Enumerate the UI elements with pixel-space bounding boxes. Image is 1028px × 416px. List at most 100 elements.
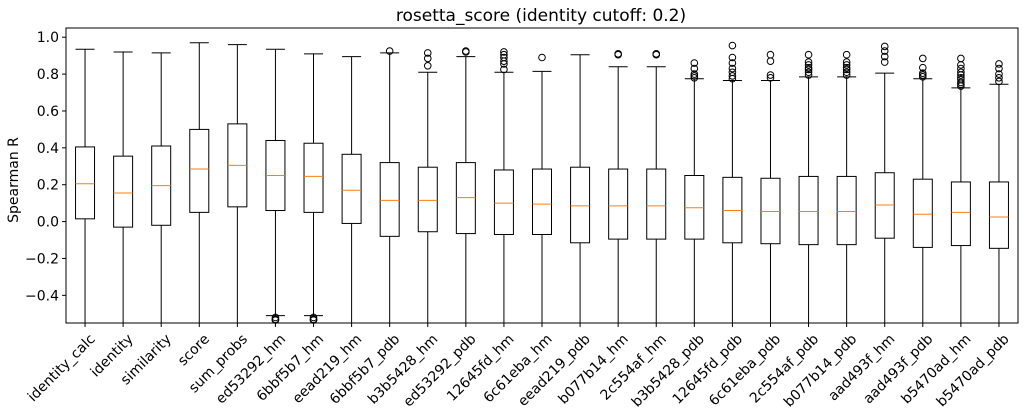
box-11 bbox=[493, 48, 514, 323]
chart-title: rosetta_score (identity cutoff: 0.2) bbox=[396, 6, 686, 26]
y-tick-label: 0.0 bbox=[37, 215, 59, 231]
outlier-point bbox=[728, 41, 737, 50]
outlier-point bbox=[957, 64, 965, 73]
box-14 bbox=[608, 50, 629, 323]
outlier-point bbox=[919, 54, 927, 63]
outlier-point bbox=[385, 47, 394, 55]
outlier-point bbox=[995, 64, 1003, 73]
outlier-point bbox=[804, 58, 813, 66]
outlier-point bbox=[842, 58, 851, 66]
outlier-point bbox=[880, 42, 889, 51]
outlier-point bbox=[880, 52, 889, 61]
box-iqr bbox=[912, 178, 933, 248]
outlier-point bbox=[423, 61, 432, 70]
outlier-point bbox=[804, 63, 813, 72]
box-iqr bbox=[341, 153, 362, 224]
box-2 bbox=[151, 52, 172, 323]
outlier-point bbox=[462, 47, 470, 55]
outlier-point bbox=[919, 69, 927, 77]
outlier-point bbox=[766, 57, 775, 65]
box-15 bbox=[646, 50, 667, 323]
y-tick-label: −0.2 bbox=[25, 251, 59, 267]
box-iqr bbox=[988, 181, 1009, 249]
box-iqr bbox=[493, 169, 514, 235]
outlier-point bbox=[728, 72, 737, 80]
outlier-point bbox=[804, 61, 813, 69]
outlier-point bbox=[804, 71, 813, 79]
outlier-point bbox=[766, 50, 775, 59]
outlier-point bbox=[842, 50, 851, 59]
box-20 bbox=[836, 50, 857, 323]
outlier-point bbox=[842, 68, 851, 77]
outlier-point bbox=[652, 50, 661, 58]
box-iqr bbox=[646, 168, 667, 240]
box-3 bbox=[189, 42, 210, 323]
box-21 bbox=[874, 42, 895, 323]
outlier-point bbox=[728, 59, 737, 67]
box-iqr bbox=[836, 175, 857, 246]
outlier-point bbox=[728, 64, 737, 73]
outlier-point bbox=[500, 48, 508, 56]
box-16 bbox=[684, 59, 705, 323]
outlier-point bbox=[804, 50, 813, 59]
box-iqr bbox=[417, 166, 438, 233]
outlier-point bbox=[500, 53, 508, 62]
outlier-point bbox=[804, 68, 813, 77]
box-iqr bbox=[189, 128, 210, 213]
box-5 bbox=[265, 48, 286, 324]
outlier-point bbox=[500, 65, 508, 74]
box-iqr bbox=[570, 166, 591, 244]
outlier-point bbox=[423, 49, 432, 57]
outlier-point bbox=[538, 53, 546, 62]
box-8 bbox=[379, 47, 400, 323]
plot-area bbox=[75, 41, 1009, 324]
box-iqr bbox=[950, 181, 971, 247]
box-iqr bbox=[532, 168, 552, 235]
y-tick-label: 0.2 bbox=[37, 178, 59, 194]
box-iqr bbox=[798, 175, 819, 246]
box-iqr bbox=[608, 168, 629, 240]
outlier-point bbox=[690, 59, 699, 67]
box-4 bbox=[227, 44, 248, 323]
box-0 bbox=[75, 48, 96, 323]
outlier-point bbox=[690, 64, 699, 73]
box-12 bbox=[532, 53, 552, 323]
outlier-point bbox=[995, 77, 1003, 86]
outlier-point bbox=[957, 78, 965, 87]
outlier-point bbox=[919, 63, 927, 72]
box-iqr bbox=[75, 146, 96, 220]
outlier-point bbox=[995, 60, 1003, 68]
outlier-point bbox=[728, 68, 737, 77]
outlier-point bbox=[880, 47, 889, 55]
box-18 bbox=[760, 50, 781, 323]
box-23 bbox=[950, 54, 971, 323]
y-tick-label: 0.4 bbox=[37, 141, 59, 157]
y-tick-label: 0.8 bbox=[37, 67, 59, 83]
outlier-point bbox=[880, 58, 889, 66]
box-22 bbox=[912, 54, 933, 323]
box-10 bbox=[455, 47, 476, 323]
outlier-point bbox=[423, 54, 432, 63]
y-tick-label: 1.0 bbox=[37, 30, 59, 46]
outlier-point bbox=[842, 71, 851, 79]
box-iqr bbox=[379, 162, 400, 237]
outlier-point bbox=[728, 53, 737, 62]
outlier-point bbox=[957, 68, 965, 77]
outlier-point bbox=[957, 54, 965, 63]
outlier-point bbox=[957, 73, 965, 82]
box-iqr bbox=[113, 155, 134, 228]
y-tick-label: −0.4 bbox=[25, 288, 59, 304]
box-19 bbox=[798, 50, 819, 323]
outlier-point bbox=[690, 70, 699, 78]
box-24 bbox=[988, 60, 1009, 323]
outlier-point bbox=[614, 50, 622, 58]
outlier-point bbox=[766, 71, 775, 79]
outlier-point bbox=[842, 63, 851, 72]
outlier-point bbox=[500, 50, 508, 59]
outlier-point bbox=[842, 61, 851, 69]
box-6 bbox=[303, 53, 324, 324]
box-9 bbox=[417, 49, 438, 323]
box-7 bbox=[341, 56, 362, 323]
outlier-point bbox=[995, 70, 1003, 78]
